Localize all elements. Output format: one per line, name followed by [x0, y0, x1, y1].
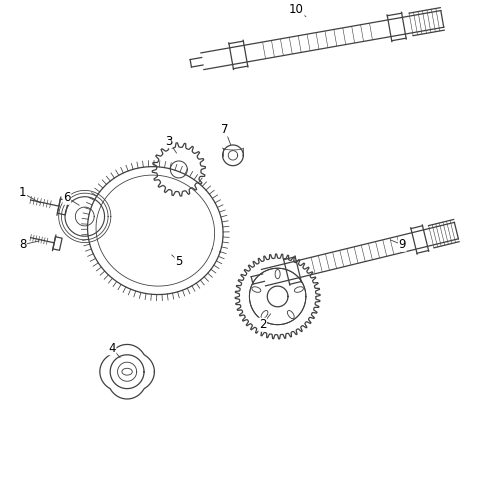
Text: 10: 10	[289, 3, 304, 16]
Text: 5: 5	[175, 255, 182, 268]
Text: 8: 8	[19, 238, 26, 251]
Text: 6: 6	[63, 191, 71, 204]
Text: 7: 7	[221, 123, 228, 136]
Text: 3: 3	[165, 135, 172, 148]
Text: 2: 2	[259, 318, 266, 331]
Text: 4: 4	[108, 342, 116, 355]
Text: 9: 9	[398, 238, 406, 251]
Text: 1: 1	[19, 186, 26, 200]
